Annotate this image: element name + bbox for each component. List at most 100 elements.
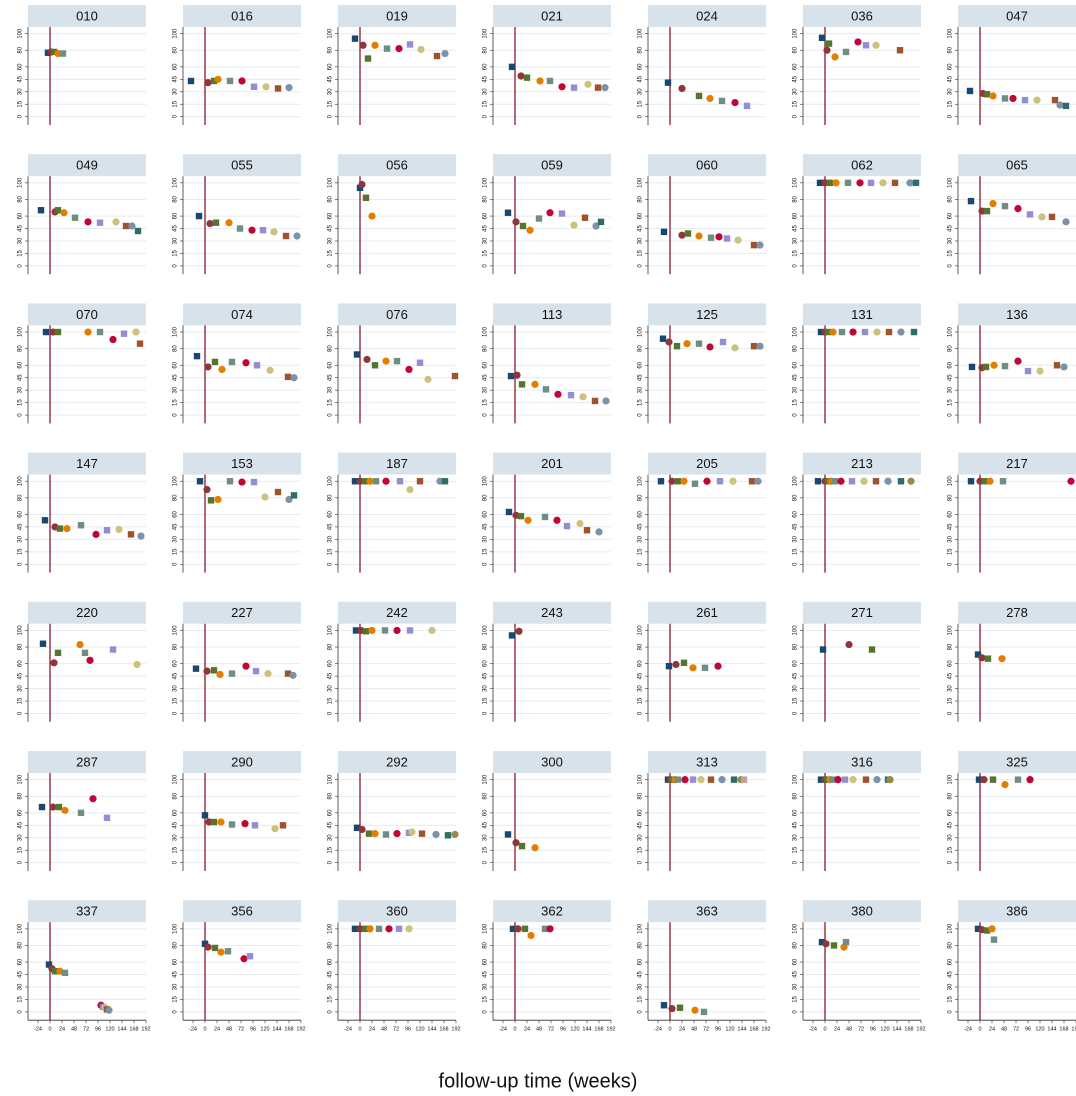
data-point bbox=[381, 627, 389, 634]
plot-area bbox=[493, 176, 611, 275]
y-tick-label: 80 bbox=[483, 195, 489, 202]
data-point bbox=[594, 84, 602, 91]
y-tick-label: 80 bbox=[948, 46, 954, 53]
y-tick-label: 30 bbox=[793, 88, 799, 95]
x-tick-label: -24 bbox=[809, 1027, 817, 1033]
y-tick-label: 80 bbox=[328, 941, 334, 948]
data-point bbox=[1051, 96, 1059, 104]
y-tick-label: 45 bbox=[793, 374, 799, 381]
y-tick-label: 15 bbox=[173, 548, 179, 555]
panel-title: 076 bbox=[386, 307, 408, 322]
panel-title: 316 bbox=[851, 754, 873, 769]
data-point bbox=[365, 830, 373, 837]
panel-title: 125 bbox=[696, 307, 718, 322]
data-point bbox=[356, 184, 364, 192]
data-point bbox=[444, 832, 452, 839]
y-tick-label: 80 bbox=[18, 345, 24, 352]
y-tick-label: 80 bbox=[173, 195, 179, 202]
data-point bbox=[368, 626, 376, 635]
title-band bbox=[338, 601, 456, 624]
plot-area bbox=[648, 773, 766, 871]
y-tick-label: 15 bbox=[948, 846, 954, 853]
y-tick-label: 45 bbox=[328, 672, 334, 679]
data-point bbox=[674, 776, 682, 783]
data-point bbox=[665, 662, 673, 670]
data-point bbox=[241, 820, 249, 828]
x-tick-label: 24 bbox=[214, 1027, 220, 1033]
y-tick-label: 45 bbox=[18, 374, 24, 381]
data-point bbox=[729, 477, 737, 485]
data-point bbox=[983, 927, 991, 934]
data-point bbox=[541, 925, 549, 933]
data-point bbox=[683, 340, 691, 348]
y-tick-label: 45 bbox=[173, 971, 179, 978]
plot-area bbox=[338, 176, 456, 275]
panel-title: 292 bbox=[386, 754, 408, 769]
x-tick-label: 144 bbox=[272, 1027, 281, 1033]
y-tick-label: 100 bbox=[173, 326, 179, 337]
data-point bbox=[214, 75, 222, 83]
y-tick-label: 30 bbox=[638, 685, 644, 692]
y-tick-label: 45 bbox=[948, 971, 954, 978]
y-tick-label: 30 bbox=[173, 88, 179, 95]
y-tick-label: 0 bbox=[793, 114, 799, 118]
plot-area bbox=[803, 773, 921, 871]
data-point bbox=[39, 640, 47, 647]
data-point bbox=[61, 969, 69, 977]
data-point bbox=[842, 938, 850, 946]
y-tick-label: 60 bbox=[173, 361, 179, 368]
y-tick-label: 0 bbox=[483, 1010, 489, 1014]
y-tick-label: 45 bbox=[483, 971, 489, 978]
panel-title: 313 bbox=[696, 754, 718, 769]
y-tick-label: 60 bbox=[483, 660, 489, 667]
data-point bbox=[689, 664, 697, 672]
y-tick-label: 0 bbox=[793, 562, 799, 566]
data-point bbox=[56, 525, 64, 532]
data-point bbox=[659, 335, 667, 342]
data-point bbox=[507, 372, 515, 380]
plot-area bbox=[493, 922, 611, 1021]
panel-title: 213 bbox=[851, 456, 873, 471]
x-tick-label: 192 bbox=[141, 1027, 150, 1033]
x-tick-label: 168 bbox=[904, 1027, 913, 1033]
data-point bbox=[211, 358, 219, 366]
x-tick-label: 48 bbox=[1001, 1027, 1007, 1033]
y-tick-label: 60 bbox=[948, 212, 954, 219]
plot-area bbox=[183, 623, 301, 722]
plot-area bbox=[183, 474, 301, 573]
data-point bbox=[515, 627, 523, 635]
y-tick-label: 0 bbox=[173, 114, 179, 118]
y-tick-label: 15 bbox=[948, 697, 954, 704]
y-tick-label: 60 bbox=[638, 361, 644, 368]
data-point bbox=[854, 38, 862, 46]
data-point bbox=[375, 925, 383, 933]
y-tick-label: 45 bbox=[18, 821, 24, 828]
y-tick-label: 0 bbox=[18, 264, 24, 268]
data-point bbox=[358, 180, 366, 189]
data-point bbox=[441, 49, 449, 58]
y-tick-label: 15 bbox=[483, 846, 489, 853]
y-tick-label: 0 bbox=[173, 1010, 179, 1014]
data-point bbox=[217, 948, 225, 956]
y-tick-label: 30 bbox=[328, 834, 334, 841]
data-point bbox=[734, 236, 742, 244]
y-tick-label: 60 bbox=[483, 809, 489, 816]
data-point bbox=[136, 340, 144, 347]
y-tick-label: 15 bbox=[793, 995, 799, 1002]
data-point bbox=[393, 830, 401, 838]
y-tick-label: 80 bbox=[948, 792, 954, 799]
data-point bbox=[1024, 367, 1032, 375]
data-point bbox=[50, 659, 58, 667]
data-point bbox=[570, 84, 578, 91]
data-point bbox=[818, 34, 826, 41]
data-point bbox=[1009, 94, 1017, 103]
y-tick-label: 45 bbox=[638, 971, 644, 978]
title-band bbox=[183, 5, 301, 27]
data-point bbox=[514, 925, 522, 933]
x-tick-label: 0 bbox=[668, 1027, 671, 1033]
title-band bbox=[803, 154, 921, 177]
data-point bbox=[546, 209, 554, 217]
plot-area bbox=[183, 325, 301, 424]
data-point bbox=[567, 391, 575, 399]
data-point bbox=[824, 328, 832, 336]
